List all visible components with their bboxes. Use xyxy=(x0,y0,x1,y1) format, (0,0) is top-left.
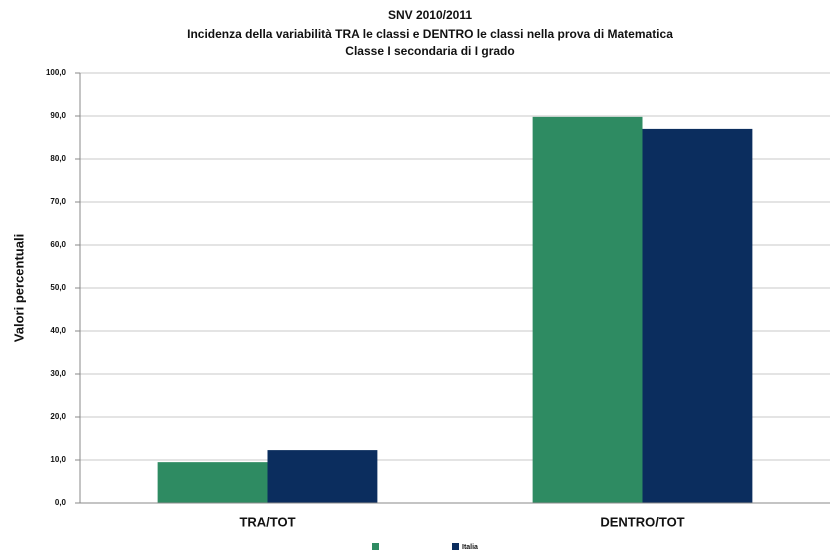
chart-title: SNV 2010/2011 xyxy=(388,8,472,22)
y-tick-label: 20,0 xyxy=(50,412,66,421)
y-tick-label: 80,0 xyxy=(50,154,66,163)
y-tick-label: 70,0 xyxy=(50,197,66,206)
y-tick-label: 40,0 xyxy=(50,326,66,335)
legend-marker xyxy=(452,543,459,550)
chart-subtitle: Classe I secondaria di I grado xyxy=(345,44,514,58)
y-tick-label: 90,0 xyxy=(50,111,66,120)
x-tick-label: DENTRO/TOT xyxy=(600,514,684,529)
y-axis-label: Valori percentuali xyxy=(11,234,26,342)
bar xyxy=(642,128,753,503)
y-tick-label: 100,0 xyxy=(46,68,67,77)
y-tick-label: 10,0 xyxy=(50,455,66,464)
legend-label: Italia xyxy=(462,544,478,551)
y-tick-label: 30,0 xyxy=(50,369,66,378)
y-tick-label: 0,0 xyxy=(55,498,67,507)
legend-marker xyxy=(372,543,379,550)
y-tick-label: 60,0 xyxy=(50,240,66,249)
x-tick-label: TRA/TOT xyxy=(239,514,295,529)
chart-subtitle: Incidenza della variabilità TRA le class… xyxy=(187,27,673,41)
bar xyxy=(267,450,378,503)
bar xyxy=(157,462,268,503)
bar xyxy=(532,116,643,504)
y-tick-label: 50,0 xyxy=(50,283,66,292)
